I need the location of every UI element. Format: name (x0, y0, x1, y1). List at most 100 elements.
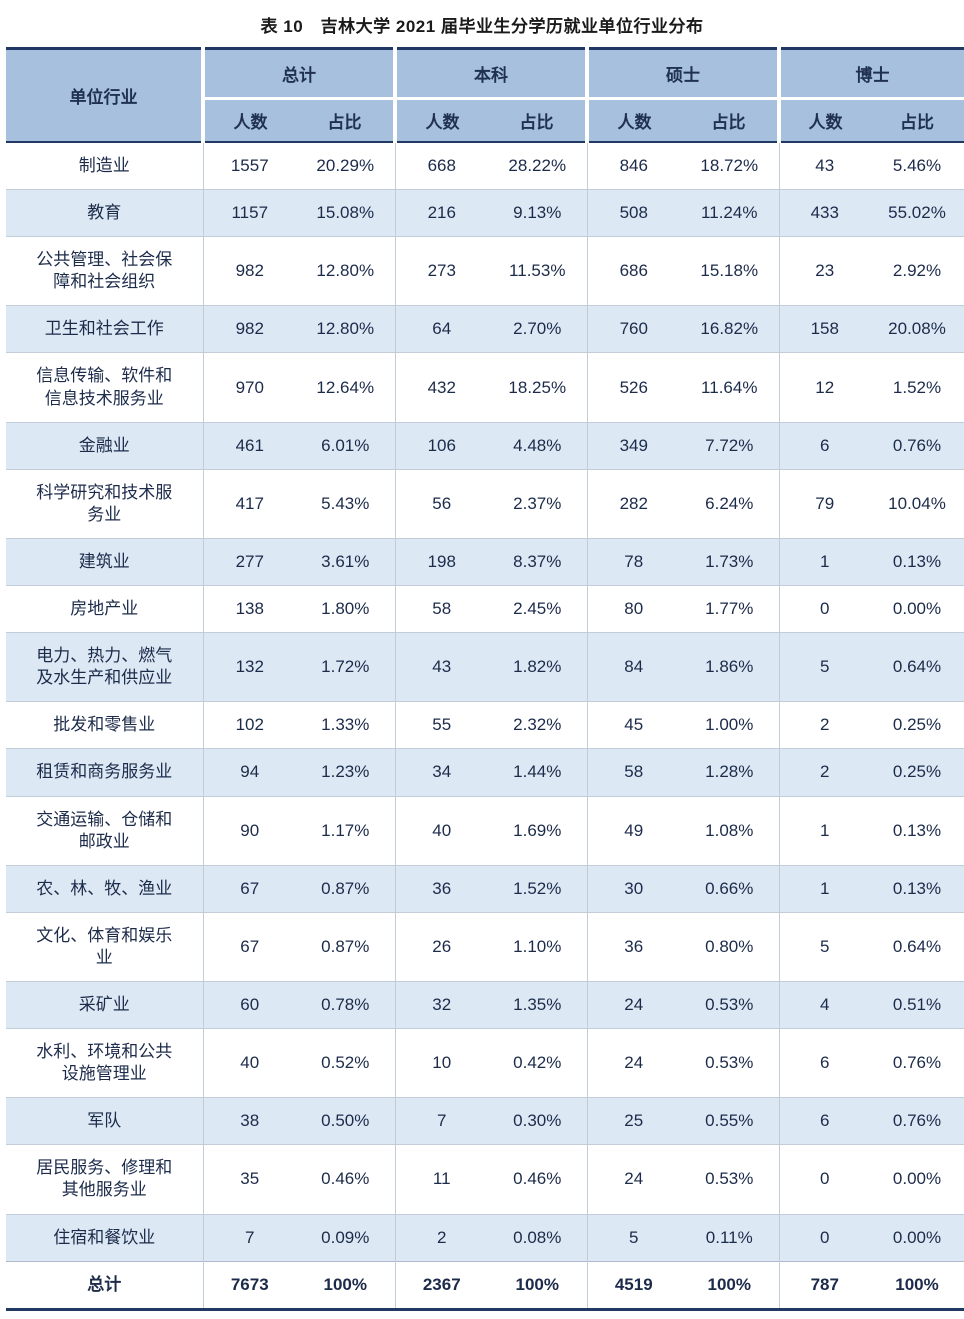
percent-cell: 0.13% (870, 795, 964, 866)
count-cell: 106 (394, 421, 488, 470)
industry-cell: 公共管理、社会保障和社会组织 (6, 236, 203, 306)
count-cell: 43 (394, 632, 488, 702)
table-footer: 总计 7673 100% 2367 100% 4519 100% 787 100% (6, 1260, 964, 1310)
subheader-bachelor-count: 人数 (393, 98, 488, 142)
percent-cell: 0.25% (870, 701, 964, 749)
industry-cell: 房地产业 (6, 585, 203, 633)
count-cell: 1 (778, 864, 870, 913)
percent-cell: 1.77% (680, 585, 779, 633)
count-cell: 94 (202, 748, 296, 796)
count-cell: 102 (202, 701, 296, 749)
industry-cell: 金融业 (6, 421, 203, 470)
count-cell: 58 (394, 585, 488, 633)
industry-cell: 租赁和商务服务业 (6, 748, 203, 796)
group-header-master: 硕士 (585, 48, 779, 100)
count-cell: 0 (778, 585, 870, 633)
count-cell: 1 (778, 537, 870, 586)
count-cell: 282 (586, 468, 680, 539)
percent-cell: 0.53% (680, 980, 779, 1029)
count-cell: 7673 (202, 1260, 296, 1310)
percent-cell: 0.76% (870, 421, 964, 470)
percent-cell: 55.02% (870, 189, 964, 237)
count-cell: 79 (778, 468, 870, 539)
percent-cell: 0.80% (680, 911, 779, 982)
table-row: 居民服务、修理和其他服务业 35 0.46% 11 0.46% 24 0.53% 0 0.00% (6, 1144, 964, 1215)
subheader-total-count: 人数 (201, 98, 296, 142)
table-row: 批发和零售业 102 1.33% 55 2.32% 45 1.00% 2 0.25% (6, 701, 964, 749)
subheader-master-percent: 占比 (680, 98, 779, 142)
industry-cell: 农、林、牧、渔业 (6, 864, 203, 913)
percent-cell: 15.18% (680, 236, 779, 306)
industry-cell: 建筑业 (6, 537, 203, 586)
industry-cell: 批发和零售业 (6, 701, 203, 749)
count-cell: 24 (586, 1028, 680, 1098)
count-cell: 7 (394, 1097, 488, 1145)
percent-cell: 1.82% (488, 632, 587, 702)
count-cell: 5 (778, 911, 870, 982)
percent-cell: 0.08% (488, 1213, 587, 1262)
percent-cell: 1.72% (296, 632, 395, 702)
group-header-doctor: 博士 (777, 48, 964, 100)
percent-cell: 0.53% (680, 1028, 779, 1098)
table-row: 采矿业 60 0.78% 32 1.35% 24 0.53% 4 0.51% (6, 980, 964, 1029)
count-cell: 2 (778, 748, 870, 796)
count-cell: 417 (202, 468, 296, 539)
industry-cell: 军队 (6, 1097, 203, 1145)
count-cell: 787 (778, 1260, 870, 1310)
percent-cell: 8.37% (488, 537, 587, 586)
count-cell: 273 (394, 236, 488, 306)
percent-cell: 0.53% (680, 1144, 779, 1215)
count-cell: 6 (778, 1028, 870, 1098)
table-row: 军队 38 0.50% 7 0.30% 25 0.55% 6 0.76% (6, 1097, 964, 1145)
count-cell: 64 (394, 305, 488, 353)
percent-cell: 16.82% (680, 305, 779, 353)
count-cell: 4 (778, 980, 870, 1029)
percent-cell: 0.78% (296, 980, 395, 1029)
count-cell: 10 (394, 1028, 488, 1098)
table-row: 文化、体育和娱乐业 67 0.87% 26 1.10% 36 0.80% 5 0.64% (6, 911, 964, 982)
count-cell: 760 (586, 305, 680, 353)
table-row: 水利、环境和公共设施管理业 40 0.52% 10 0.42% 24 0.53% 6 0.76% (6, 1028, 964, 1098)
industry-cell: 卫生和社会工作 (6, 305, 203, 353)
count-cell: 45 (586, 701, 680, 749)
percent-cell: 1.33% (296, 701, 395, 749)
industry-cell: 文化、体育和娱乐业 (6, 911, 203, 982)
count-cell: 0 (778, 1144, 870, 1215)
subheader-doctor-percent: 占比 (870, 98, 964, 142)
table-row: 建筑业 277 3.61% 198 8.37% 78 1.73% 1 0.13% (6, 537, 964, 586)
percent-cell: 1.86% (680, 632, 779, 702)
percent-cell: 0.13% (870, 537, 964, 586)
count-cell: 38 (202, 1097, 296, 1145)
count-cell: 40 (394, 795, 488, 866)
count-cell: 349 (586, 421, 680, 470)
count-cell: 78 (586, 537, 680, 586)
percent-cell: 1.52% (488, 864, 587, 913)
count-cell: 508 (586, 189, 680, 237)
percent-cell: 2.92% (870, 236, 964, 306)
subheader-master-count: 人数 (585, 98, 680, 142)
percent-cell: 6.01% (296, 421, 395, 470)
count-cell: 846 (586, 141, 680, 190)
industry-cell: 居民服务、修理和其他服务业 (6, 1144, 203, 1215)
count-cell: 132 (202, 632, 296, 702)
percent-cell: 0.09% (296, 1213, 395, 1262)
percent-cell: 1.73% (680, 537, 779, 586)
count-cell: 23 (778, 236, 870, 306)
table-row: 信息传输、软件和信息技术服务业 970 12.64% 432 18.25% 526 11.6… (6, 352, 964, 423)
percent-cell: 5.46% (870, 141, 964, 190)
count-cell: 36 (394, 864, 488, 913)
percent-cell: 0.76% (870, 1097, 964, 1145)
count-cell: 2367 (394, 1260, 488, 1310)
percent-cell: 0.25% (870, 748, 964, 796)
percent-cell: 4.48% (488, 421, 587, 470)
percent-cell: 0.42% (488, 1028, 587, 1098)
percent-cell: 100% (870, 1260, 964, 1310)
percent-cell: 1.23% (296, 748, 395, 796)
count-cell: 4519 (586, 1260, 680, 1310)
count-cell: 277 (202, 537, 296, 586)
percent-cell: 1.28% (680, 748, 779, 796)
count-cell: 433 (778, 189, 870, 237)
table-row: 租赁和商务服务业 94 1.23% 34 1.44% 58 1.28% 2 0.25% (6, 748, 964, 796)
industry-cell: 采矿业 (6, 980, 203, 1029)
